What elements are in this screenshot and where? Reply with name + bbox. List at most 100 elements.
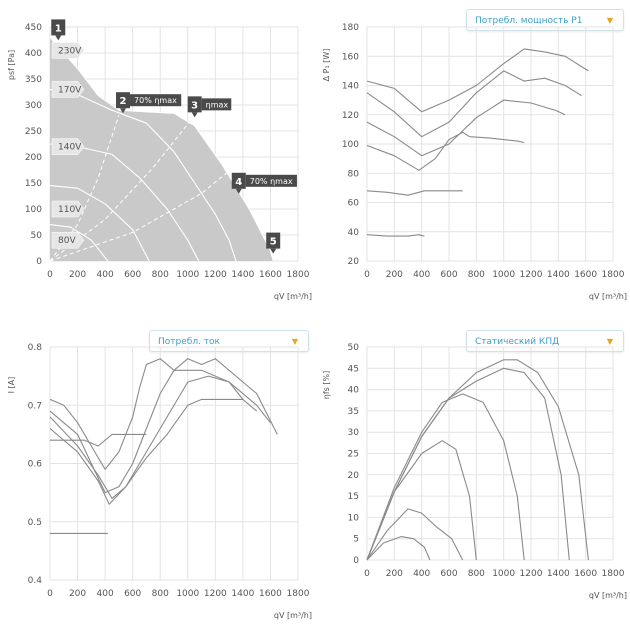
x-tick-label: 1400 bbox=[547, 569, 570, 579]
series-line bbox=[49, 369, 271, 494]
y-tick-label: 0.5 bbox=[28, 518, 42, 528]
x-tick-label: 400 bbox=[413, 270, 430, 280]
efficiency-dropdown-label: Статический КПД bbox=[475, 337, 560, 347]
y-tick-label: 20 bbox=[348, 257, 360, 267]
x-tick-label: 1800 bbox=[287, 270, 310, 280]
marker-pointer bbox=[55, 35, 62, 41]
series-line bbox=[366, 48, 589, 113]
marker-pointer bbox=[270, 248, 277, 254]
y-tick-label: 0 bbox=[36, 257, 42, 267]
y-axis-label: I [A] bbox=[7, 377, 16, 394]
y-tick-label: 0.4 bbox=[28, 576, 43, 586]
x-axis-label: qV [m³/h] bbox=[589, 292, 627, 301]
x-tick-label: 1600 bbox=[259, 589, 282, 599]
y-tick-label: 120 bbox=[342, 111, 359, 121]
y-tick-label: 30 bbox=[348, 428, 360, 438]
series-line bbox=[49, 375, 258, 499]
y-tick-label: 350 bbox=[25, 75, 42, 85]
marker-pointer bbox=[235, 188, 242, 194]
x-tick-label: 400 bbox=[97, 589, 114, 599]
series-line bbox=[366, 508, 464, 561]
y-tick-label: 100 bbox=[342, 140, 359, 150]
power-dropdown-label: Потребл. мощность P1 bbox=[475, 16, 583, 26]
series-line bbox=[49, 185, 150, 262]
series-line bbox=[49, 224, 109, 262]
voltage-label: 80V bbox=[58, 236, 76, 246]
y-tick-label: 50 bbox=[31, 231, 43, 241]
power-chart-dropdown[interactable]: Потребл. мощность P1 ▼ bbox=[466, 9, 624, 31]
x-tick-label: 1000 bbox=[176, 270, 199, 280]
series-line bbox=[366, 234, 425, 237]
x-tick-label: 1600 bbox=[574, 569, 597, 579]
x-tick-label: 1000 bbox=[492, 569, 515, 579]
x-tick-label: 200 bbox=[69, 589, 86, 599]
series-line bbox=[366, 131, 525, 171]
voltage-tag bbox=[51, 81, 85, 98]
y-tick-label: 140 bbox=[342, 82, 359, 92]
x-tick-label: 600 bbox=[440, 270, 457, 280]
x-tick-label: 1800 bbox=[602, 270, 625, 280]
x-tick-label: 1400 bbox=[231, 270, 254, 280]
power-chart: 0 200 400 600 800 1000 1200 1400 1600 1800 20 40 60 8… bbox=[322, 23, 627, 301]
chevron-down-icon: ▼ bbox=[606, 337, 613, 346]
operating-range-area bbox=[50, 37, 274, 262]
y-tick-label: 400 bbox=[25, 49, 42, 59]
y-tick-label: 160 bbox=[342, 52, 359, 62]
x-tick-label: 200 bbox=[386, 270, 403, 280]
current-chart: 0 200 400 600 800 1000 1200 1400 1600 1800 0.4 0.5 0… bbox=[7, 343, 312, 620]
y-axis-label: psf [Pa] bbox=[7, 50, 16, 80]
y-axis-label: ηfs [%] bbox=[322, 371, 331, 399]
y-tick-label: 100 bbox=[25, 205, 42, 215]
y-tick-label: 0.7 bbox=[28, 401, 42, 411]
y-tick-label: 60 bbox=[348, 199, 360, 209]
x-axis-label: qV [m³/h] bbox=[274, 292, 312, 301]
chevron-down-icon: ▼ bbox=[606, 16, 613, 25]
chevron-down-icon: ▼ bbox=[291, 337, 298, 346]
y-tick-label: 80 bbox=[348, 169, 360, 179]
voltage-label: 230V bbox=[58, 46, 82, 56]
x-tick-label: 1200 bbox=[520, 569, 543, 579]
marker-number: 2 bbox=[120, 96, 127, 107]
x-tick-label: 1600 bbox=[259, 270, 282, 280]
pressure-chart: 0 200 400 600 800 1000 1200 1400 1600 18000501001… bbox=[7, 19, 312, 301]
x-tick-label: 600 bbox=[124, 589, 141, 599]
y-tick-label: 10 bbox=[348, 513, 360, 523]
series-line bbox=[49, 37, 274, 262]
x-tick-label: 1000 bbox=[492, 270, 515, 280]
y-tick-label: 5 bbox=[353, 535, 359, 545]
y-tick-label: 450 bbox=[25, 23, 42, 33]
y-tick-label: 0.6 bbox=[28, 460, 43, 470]
x-tick-label: 1600 bbox=[574, 270, 597, 280]
x-tick-label: 800 bbox=[152, 270, 169, 280]
y-tick-label: 50 bbox=[348, 343, 360, 353]
marker-number: 4 bbox=[235, 177, 242, 188]
x-tick-label: 0 bbox=[47, 270, 53, 280]
marker-text-bg bbox=[245, 174, 297, 187]
x-tick-label: 200 bbox=[386, 569, 403, 579]
y-tick-label: 150 bbox=[25, 179, 42, 189]
y-tick-label: 300 bbox=[25, 101, 42, 111]
x-tick-label: 200 bbox=[69, 270, 86, 280]
series-line bbox=[50, 433, 147, 447]
series-line bbox=[366, 70, 582, 138]
y-tick-label: 40 bbox=[348, 228, 360, 238]
series-line bbox=[366, 367, 570, 561]
series-line bbox=[366, 393, 525, 561]
series-line bbox=[49, 398, 243, 505]
marker-badge bbox=[187, 96, 202, 113]
voltage-label: 170V bbox=[58, 85, 82, 95]
x-tick-label: 1800 bbox=[287, 589, 310, 599]
x-tick-label: 1200 bbox=[520, 270, 543, 280]
y-tick-label: 250 bbox=[25, 127, 42, 137]
x-axis-label: qV [m³/h] bbox=[274, 611, 312, 620]
y-axis-label: Δ P₁ [W] bbox=[322, 49, 331, 82]
x-tick-label: 1200 bbox=[204, 270, 227, 280]
series-line bbox=[366, 190, 463, 196]
y-tick-label: 0 bbox=[353, 556, 359, 566]
x-axis-label: qV [m³/h] bbox=[589, 591, 627, 600]
x-tick-label: 800 bbox=[468, 569, 485, 579]
efficiency-chart: 0 200 400 600 800 1000 1200 1400 1600 1800 0 5 10 15 2… bbox=[322, 343, 627, 600]
y-tick-label: 20 bbox=[348, 471, 360, 481]
x-tick-label: 800 bbox=[468, 270, 485, 280]
marker-text-bg bbox=[130, 94, 182, 107]
